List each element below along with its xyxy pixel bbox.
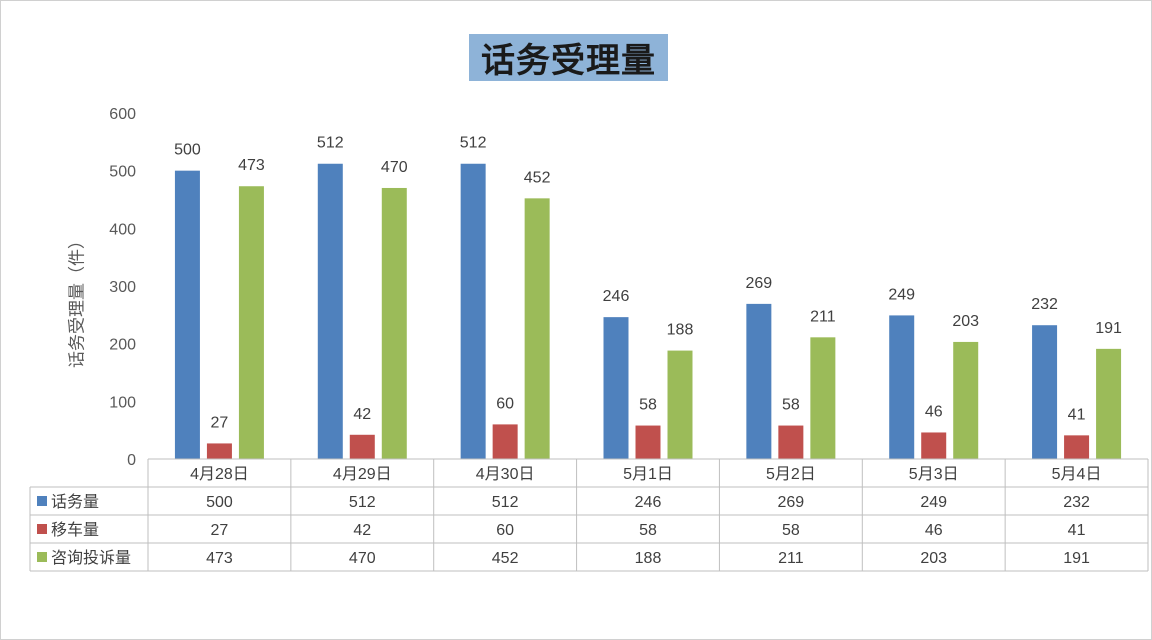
data-label: 512: [460, 135, 487, 152]
bar: [635, 425, 661, 459]
bar: [317, 163, 343, 459]
table-cell: 473: [206, 550, 233, 567]
data-label: 232: [1031, 296, 1058, 313]
bar: [953, 341, 979, 459]
data-label: 269: [746, 275, 773, 292]
bar: [746, 303, 772, 459]
bar: [524, 198, 550, 459]
legend-swatch: [37, 552, 47, 562]
table-cell: 188: [635, 550, 662, 567]
table-cell: 470: [349, 550, 376, 567]
bar: [492, 424, 518, 459]
data-label: 452: [524, 169, 551, 186]
table-cell: 191: [1063, 550, 1090, 567]
table-cell: 46: [925, 522, 943, 539]
data-label: 27: [211, 414, 229, 431]
table-cell: 232: [1063, 494, 1090, 511]
data-label: 58: [639, 397, 657, 414]
y-tick-label: 600: [109, 106, 136, 123]
data-label: 188: [667, 322, 694, 339]
bar: [667, 350, 693, 459]
table-cell: 452: [492, 550, 519, 567]
y-tick-label: 0: [127, 452, 136, 469]
data-label: 58: [782, 397, 800, 414]
legend-swatch: [37, 496, 47, 506]
legend-swatch: [37, 524, 47, 534]
legend-label: 话务量: [51, 493, 99, 511]
bar: [603, 317, 629, 459]
bar: [778, 425, 804, 459]
table-cell: 500: [206, 494, 233, 511]
data-label: 203: [952, 313, 979, 330]
table-cell: 42: [353, 522, 371, 539]
table-cell: 58: [639, 522, 657, 539]
bar: [381, 187, 407, 459]
x-tick-label: 4月29日: [333, 466, 392, 483]
table-cell: 211: [778, 550, 804, 567]
data-label: 46: [925, 403, 943, 420]
data-label: 473: [238, 157, 265, 174]
bar: [206, 443, 232, 459]
table-cell: 58: [782, 522, 800, 539]
data-label: 191: [1095, 320, 1122, 337]
table-cell: 269: [778, 494, 805, 511]
y-tick-label: 300: [109, 279, 136, 296]
y-tick-label: 100: [109, 394, 136, 411]
bar: [174, 170, 200, 459]
chart-title: 话务受理量: [481, 41, 656, 81]
table-cell: 27: [211, 522, 229, 539]
table-cell: 512: [492, 494, 519, 511]
bar: [810, 337, 836, 459]
data-label: 211: [810, 308, 836, 325]
table-cell: 512: [349, 494, 376, 511]
bar: [889, 315, 915, 459]
data-label: 500: [174, 142, 201, 159]
y-tick-label: 200: [109, 337, 136, 354]
bar: [460, 163, 486, 459]
x-tick-label: 4月28日: [190, 466, 249, 483]
y-tick-label: 500: [109, 164, 136, 181]
x-tick-label: 5月3日: [909, 466, 959, 483]
chart-title-box: 话务受理量: [469, 34, 668, 81]
bar: [1096, 348, 1122, 459]
data-label: 246: [603, 288, 630, 305]
data-label: 470: [381, 159, 408, 176]
bar: [349, 434, 375, 459]
x-tick-label: 4月30日: [476, 466, 535, 483]
x-tick-label: 5月2日: [766, 466, 816, 483]
data-label: 249: [888, 286, 915, 303]
data-label: 60: [496, 395, 514, 412]
legend-label: 移车量: [51, 521, 99, 539]
bar: [921, 432, 947, 459]
bar: [1064, 435, 1090, 459]
table-cell: 60: [496, 522, 514, 539]
data-label: 41: [1068, 406, 1086, 423]
x-tick-label: 5月4日: [1052, 466, 1102, 483]
data-label: 42: [353, 406, 371, 423]
table-cell: 41: [1068, 522, 1086, 539]
table-cell: 249: [920, 494, 947, 511]
bar: [1032, 325, 1058, 459]
legend-label: 咨询投诉量: [51, 549, 131, 567]
data-label: 512: [317, 135, 344, 152]
bar: [238, 186, 264, 459]
y-tick-label: 400: [109, 221, 136, 238]
table-cell: 246: [635, 494, 662, 511]
table-cell: 203: [920, 550, 947, 567]
x-tick-label: 5月1日: [623, 466, 673, 483]
